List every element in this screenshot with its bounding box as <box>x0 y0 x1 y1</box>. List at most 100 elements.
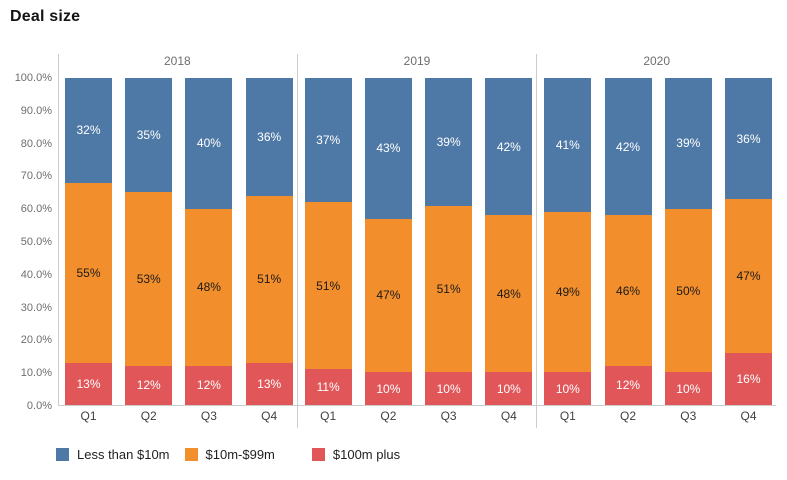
bar-segment-10m-99m[interactable]: 50% <box>664 208 712 373</box>
x-axis-label-2019-q4: Q4 <box>500 409 517 423</box>
bar-value-label: 53% <box>136 272 161 287</box>
bar-segment-less-than-10m[interactable]: 39% <box>425 78 473 206</box>
bar-value-label: 13% <box>76 376 101 391</box>
bar-segment-100m-plus[interactable]: 10% <box>425 372 473 405</box>
bar-value-label: 10% <box>376 381 401 396</box>
bar-value-label: 46% <box>616 283 641 298</box>
bar-segment-10m-99m[interactable]: 51% <box>304 202 352 370</box>
bar-segment-100m-plus[interactable]: 11% <box>304 369 352 405</box>
bar-segment-less-than-10m[interactable]: 40% <box>185 78 233 209</box>
panel-plot-2018: 32% 55% 13% 35% 53% 12% 40% 48% 12% 36% 51% 13% <box>58 78 297 406</box>
x-axis-label-2018-q1: Q1 <box>80 409 97 423</box>
bar-value-label: 11% <box>316 380 340 395</box>
y-axis-tick-label: 50.0% <box>20 236 52 248</box>
bar-value-label: 47% <box>736 268 761 283</box>
bar-segment-100m-plus[interactable]: 12% <box>185 365 233 405</box>
bar-value-label: 10% <box>496 381 521 396</box>
legend-swatch-icon <box>56 448 69 461</box>
y-axis-tick-label: 0.0% <box>26 400 52 412</box>
year-header: 2018 <box>163 54 191 68</box>
bar-segment-100m-plus[interactable]: 12% <box>125 365 173 405</box>
bar-segment-less-than-10m[interactable]: 39% <box>664 78 712 209</box>
bar-value-label: 41% <box>555 138 580 153</box>
bar-2019-q2[interactable]: 43% 47% 10% <box>364 78 412 405</box>
bar-value-label: 55% <box>76 265 101 280</box>
y-axis-line <box>58 54 59 406</box>
bar-value-label: 10% <box>555 381 580 396</box>
bar-value-label: 37% <box>316 133 341 148</box>
x-axis-label-2020-q4: Q4 <box>740 409 757 423</box>
bar-segment-10m-99m[interactable]: 55% <box>65 182 112 363</box>
bar-value-label: 10% <box>676 381 701 396</box>
bar-value-label: 51% <box>257 272 282 287</box>
x-axis-label-2019-q1: Q1 <box>320 409 337 423</box>
bar-value-label: 36% <box>736 131 761 146</box>
bar-segment-10m-99m[interactable]: 48% <box>485 215 533 373</box>
bar-segment-100m-plus[interactable]: 13% <box>65 362 112 405</box>
bar-segment-10m-99m[interactable]: 47% <box>364 218 412 373</box>
bar-2019-q4[interactable]: 42% 48% 10% <box>485 78 533 405</box>
bar-segment-10m-99m[interactable]: 51% <box>245 195 293 363</box>
bar-segment-less-than-10m[interactable]: 43% <box>364 78 412 219</box>
bar-2018-q3[interactable]: 40% 48% 12% <box>185 78 233 405</box>
bar-segment-less-than-10m[interactable]: 35% <box>125 78 173 193</box>
bar-value-label: 40% <box>196 136 221 151</box>
x-axis-label-2019-q3: Q3 <box>440 409 457 423</box>
panel-plot-2020: 41% 49% 10% 42% 46% 12% 39% 50% 10% 36% 47% 16% <box>537 78 777 406</box>
bar-segment-10m-99m[interactable]: 48% <box>185 208 233 366</box>
x-axis-label-2020-q2: Q2 <box>620 409 637 423</box>
x-axis-label-2019-q2: Q2 <box>380 409 397 423</box>
bar-segment-100m-plus[interactable]: 10% <box>485 372 533 405</box>
year-header: 2020 <box>643 54 671 68</box>
bar-2020-q1[interactable]: 41% 49% 10% <box>544 78 592 405</box>
panel-footer-2020: Q1 Q2 Q3 Q4 <box>537 406 776 427</box>
bar-2019-q1[interactable]: 37% 51% 11% <box>304 78 352 405</box>
bar-value-label: 42% <box>496 139 521 154</box>
panel-footer-2018: Q1 Q2 Q3 Q4 <box>58 406 297 427</box>
x-axis-label-2018-q4: Q4 <box>261 409 278 423</box>
bar-segment-100m-plus[interactable]: 10% <box>664 372 712 405</box>
bar-segment-100m-plus[interactable]: 13% <box>245 362 293 405</box>
bar-2020-q3[interactable]: 39% 50% 10% <box>664 78 712 405</box>
bar-segment-10m-99m[interactable]: 53% <box>125 192 173 366</box>
y-axis-tick-label: 90.0% <box>20 104 52 117</box>
bar-segment-less-than-10m[interactable]: 37% <box>304 78 352 203</box>
y-axis-tick-label: 20.0% <box>20 334 52 347</box>
bar-2019-q3[interactable]: 39% 51% 10% <box>425 78 473 405</box>
bar-2018-q4[interactable]: 36% 51% 13% <box>245 78 293 405</box>
bar-segment-less-than-10m[interactable]: 42% <box>485 78 533 216</box>
panel-footer-2019: Q1 Q2 Q3 Q4 <box>298 406 537 427</box>
bar-value-label: 12% <box>616 378 641 393</box>
bar-segment-less-than-10m[interactable]: 32% <box>65 78 112 183</box>
x-axis-label-2018-q3: Q3 <box>200 409 217 423</box>
bar-segment-100m-plus[interactable]: 12% <box>604 365 652 405</box>
bar-segment-less-than-10m[interactable]: 41% <box>544 78 592 213</box>
legend-item[interactable]: Less than $10m <box>56 447 170 462</box>
x-axis-label-2020-q1: Q1 <box>559 409 576 423</box>
bar-segment-100m-plus[interactable]: 16% <box>725 352 772 405</box>
legend-label: $100m plus <box>332 447 401 462</box>
bar-segment-less-than-10m[interactable]: 42% <box>604 78 652 216</box>
year-header: 2019 <box>403 54 431 68</box>
bar-segment-10m-99m[interactable]: 46% <box>604 215 652 366</box>
bar-2020-q4[interactable]: 36% 47% 16% <box>725 78 772 405</box>
bar-segment-10m-99m[interactable]: 51% <box>425 205 473 373</box>
bar-segment-10m-99m[interactable]: 49% <box>544 212 592 373</box>
bar-segment-less-than-10m[interactable]: 36% <box>725 78 772 199</box>
bar-segment-less-than-10m[interactable]: 36% <box>245 78 293 196</box>
bar-segment-10m-99m[interactable]: 47% <box>725 199 772 353</box>
bar-segment-100m-plus[interactable]: 10% <box>544 372 592 405</box>
y-axis-tick-label: 70.0% <box>20 170 52 183</box>
legend-swatch-icon <box>311 448 325 461</box>
legend-swatch-icon <box>184 448 198 461</box>
bar-2020-q2[interactable]: 42% 46% 12% <box>604 78 652 405</box>
y-axis: 100.0% 90.0% 80.0% 70.0% 60.0% 50.0% 40.0% 30.0… <box>0 72 52 412</box>
bar-value-label: 10% <box>436 381 461 396</box>
legend-item[interactable]: $10m-$99m <box>184 447 275 462</box>
bar-segment-100m-plus[interactable]: 10% <box>364 372 412 405</box>
bar-2018-q1[interactable]: 32% 55% 13% <box>65 78 112 405</box>
legend-item[interactable]: $100m plus <box>311 447 401 462</box>
bar-value-label: 39% <box>436 134 461 149</box>
x-axis-label-2020-q3: Q3 <box>680 409 697 423</box>
bar-2018-q2[interactable]: 35% 53% 12% <box>125 78 173 405</box>
